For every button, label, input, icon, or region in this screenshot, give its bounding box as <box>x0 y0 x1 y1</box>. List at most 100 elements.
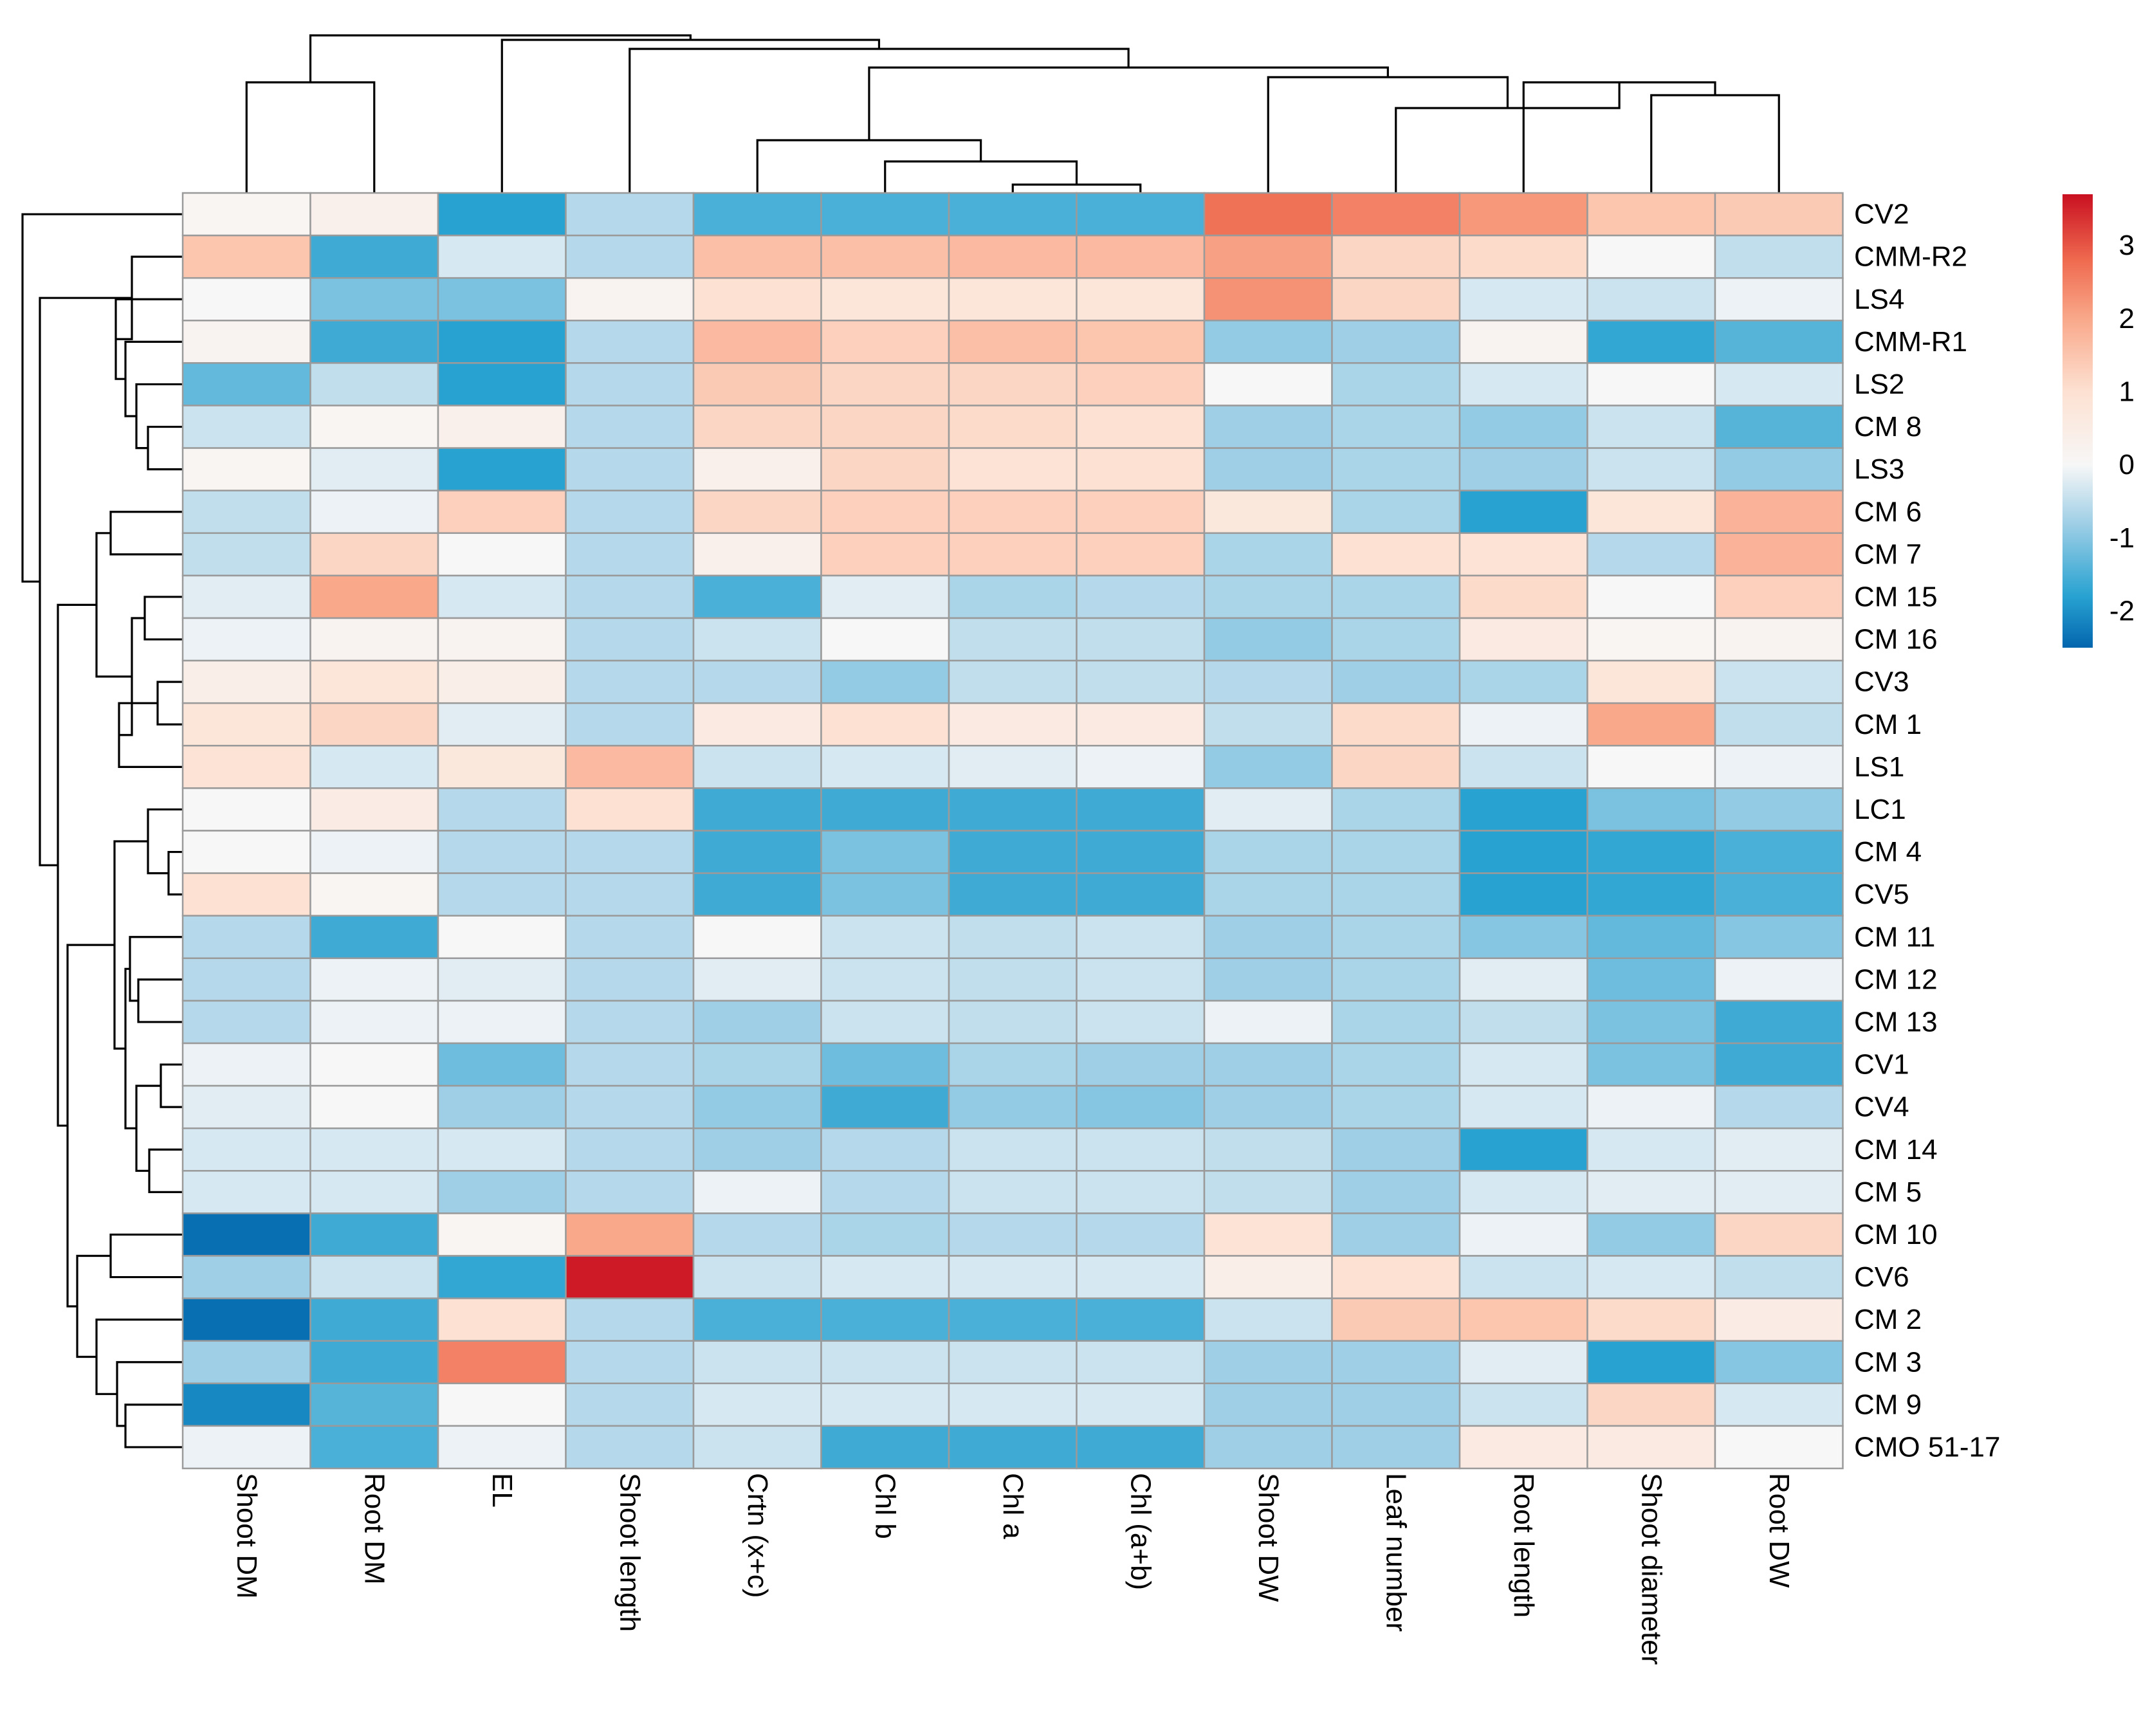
heatmap-cell <box>565 1255 695 1299</box>
row-label: LS2 <box>1854 369 1904 400</box>
heatmap-cell <box>948 277 1078 322</box>
heatmap-cell <box>1458 915 1588 960</box>
row-dendrogram-branch <box>113 840 148 1050</box>
row-label: CM 9 <box>1854 1389 1922 1420</box>
heatmap-cell <box>1331 192 1461 237</box>
heatmap-cell <box>309 617 439 662</box>
heatmap-cell <box>1458 745 1588 789</box>
heatmap-cell <box>1586 362 1716 407</box>
heatmap-cell <box>1203 915 1333 960</box>
heatmap-cell <box>1203 702 1333 747</box>
heatmap-cell <box>309 1127 439 1172</box>
heatmap-cell <box>820 617 950 662</box>
heatmap-cell <box>309 830 439 874</box>
heatmap-cell <box>1331 1425 1461 1470</box>
heatmap-cell <box>1331 405 1461 449</box>
heatmap-cell <box>948 192 1078 237</box>
heatmap-cell <box>948 1382 1078 1427</box>
heatmap-cell <box>565 574 695 619</box>
row-dendrogram-branch <box>95 1319 183 1395</box>
row-label: CMO 51-17 <box>1854 1431 2000 1463</box>
heatmap-cell <box>1586 702 1716 747</box>
column-dendrogram-branch <box>756 139 982 193</box>
heatmap-cell <box>1076 1000 1206 1045</box>
heatmap-cell <box>1714 1297 1844 1342</box>
heatmap-cell <box>437 1297 567 1342</box>
heatmap-cell <box>1076 702 1206 747</box>
row-label: LC1 <box>1854 794 1906 825</box>
color-legend-bar <box>2063 194 2093 648</box>
heatmap-cell <box>1458 957 1588 1002</box>
heatmap-cell <box>1331 1212 1461 1257</box>
heatmap-cell <box>948 957 1078 1002</box>
heatmap-cell <box>181 957 311 1002</box>
heatmap-cell <box>948 1425 1078 1470</box>
heatmap-cell <box>1586 872 1716 917</box>
heatmap-cell <box>437 1084 567 1129</box>
heatmap-cell <box>309 192 439 237</box>
heatmap-cell <box>1714 1382 1844 1427</box>
heatmap-cell <box>565 617 695 662</box>
legend-tick-label: 0 <box>2119 449 2135 480</box>
heatmap-cell <box>565 320 695 364</box>
heatmap-cell <box>820 745 950 789</box>
heatmap-cell <box>1203 787 1333 832</box>
heatmap-cell <box>181 745 311 789</box>
heatmap-cell <box>565 362 695 407</box>
heatmap-cell <box>820 234 950 279</box>
heatmap-cell <box>1203 532 1333 577</box>
heatmap-cell <box>1331 1127 1461 1172</box>
heatmap-cell <box>692 1000 822 1045</box>
heatmap-cell <box>1076 1255 1206 1299</box>
heatmap-cell <box>1586 1127 1716 1172</box>
heatmap-cell <box>309 489 439 535</box>
heatmap-cell <box>565 915 695 960</box>
heatmap-cell <box>1714 1170 1844 1214</box>
heatmap-cell <box>309 745 439 789</box>
heatmap-cell <box>1714 1000 1844 1045</box>
heatmap-cell <box>1586 617 1716 662</box>
row-label: CM 1 <box>1854 709 1922 740</box>
heatmap-cell <box>692 447 822 491</box>
heatmap-cell <box>181 532 311 577</box>
heatmap-cell <box>309 1382 439 1427</box>
heatmap-cell <box>565 872 695 917</box>
row-labels: CV2 CMM-R2 LS4 CMM-R1 LS2 CM 8 LS3 CM 6 CM 7 CM 1… <box>1854 199 2000 1463</box>
heatmap-cell <box>1203 489 1333 535</box>
heatmap-cell <box>1458 1084 1588 1129</box>
heatmap-cell <box>1458 1127 1588 1172</box>
heatmap-cell <box>1203 957 1333 1002</box>
heatmap-cell <box>181 320 311 364</box>
row-label: CM 16 <box>1854 624 1938 655</box>
heatmap-cell <box>437 532 567 577</box>
heatmap-cell <box>1458 830 1588 874</box>
heatmap-cell <box>181 574 311 619</box>
heatmap-cell <box>1076 1127 1206 1172</box>
heatmap-cell <box>1203 447 1333 491</box>
heatmap-cell <box>565 447 695 491</box>
heatmap-cell <box>437 1382 567 1427</box>
heatmap-cell <box>1076 320 1206 364</box>
heatmap-cell <box>437 489 567 535</box>
column-label: Root DM <box>358 1473 390 1585</box>
heatmap-cell <box>1458 872 1588 917</box>
heatmap-cell <box>309 872 439 917</box>
row-dendrogram-branch <box>147 808 183 875</box>
heatmap-cell <box>692 1212 822 1257</box>
column-dendrogram-branch <box>1267 76 1509 193</box>
heatmap-cell <box>1714 320 1844 364</box>
row-dendrogram <box>21 213 183 1448</box>
heatmap-cell <box>1586 574 1716 619</box>
heatmap-cell <box>181 1255 311 1299</box>
heatmap-cell <box>1458 320 1588 364</box>
row-label: CV4 <box>1854 1092 1909 1123</box>
legend-tick-label: -1 <box>2109 522 2135 554</box>
heatmap-cell <box>181 1297 311 1342</box>
heatmap-cell <box>948 234 1078 279</box>
heatmap-cell <box>309 574 439 619</box>
heatmap-cell <box>1076 1042 1206 1087</box>
heatmap-cell <box>437 574 567 619</box>
heatmap-cell <box>1076 489 1206 535</box>
heatmap-cell <box>1458 1425 1588 1470</box>
heatmap-cell <box>820 277 950 322</box>
